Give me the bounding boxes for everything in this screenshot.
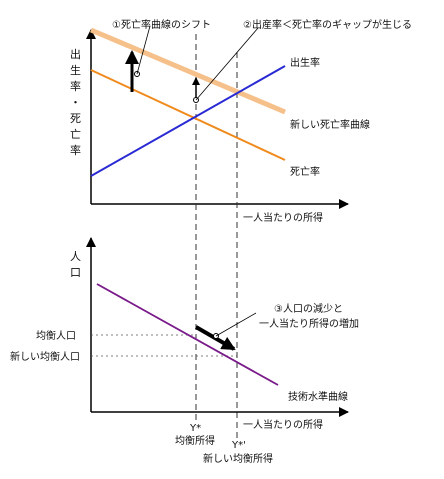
svg-text:率: 率: [70, 143, 81, 157]
birth-rate-label: 出生率: [290, 56, 320, 69]
annotation-shift: ①死亡率曲線のシフト: [112, 18, 211, 31]
top-x-axis-label: 一人当たりの所得: [243, 211, 323, 224]
svg-text:亡: 亡: [70, 127, 81, 141]
annotation-gap: ②出産率＜死亡率のギャップが生じる: [243, 18, 412, 31]
new-death-rate-curve: [90, 27, 286, 115]
decrease-pointer-line: [215, 312, 257, 337]
bottom-x-axis-label: 一人当たりの所得: [243, 418, 323, 431]
y-star-label: Y*: [189, 423, 201, 434]
new-death-rate-label: 新しい死亡率曲線: [290, 118, 370, 131]
shift-pointer-line: [136, 25, 151, 75]
top-y-axis-label: 出 生 率 ・ 死 亡 率: [70, 47, 81, 157]
technology-curve: [96, 283, 279, 386]
svg-text:率: 率: [70, 79, 81, 93]
svg-text:死: 死: [70, 112, 81, 125]
annotation-decrease-line2: 一人当たり所得の増加: [259, 317, 359, 330]
y-star2-caption: 新しい均衡所得: [203, 452, 273, 465]
svg-text:人: 人: [70, 250, 81, 263]
new-equilibrium-population-label: 新しい均衡人口: [10, 350, 80, 363]
bottom-y-axis-label: 人 口: [70, 250, 81, 279]
death-rate-curve: [90, 69, 286, 161]
y-star2-label: Y*': [231, 440, 246, 451]
svg-text:生: 生: [70, 63, 81, 77]
y-star-caption: 均衡所得: [175, 435, 215, 447]
svg-text:出: 出: [70, 47, 81, 61]
annotation-decrease-line1: ③人口の減少と: [274, 302, 343, 315]
gap-pointer-line: [195, 27, 259, 101]
birth-rate-curve: [90, 65, 286, 177]
technology-curve-label: 技術水準曲線: [288, 390, 348, 403]
equilibrium-population-label: 均衡人口: [36, 330, 76, 342]
death-rate-label: 死亡率: [290, 165, 320, 178]
svg-text:・: ・: [70, 96, 81, 109]
svg-text:口: 口: [70, 266, 81, 279]
